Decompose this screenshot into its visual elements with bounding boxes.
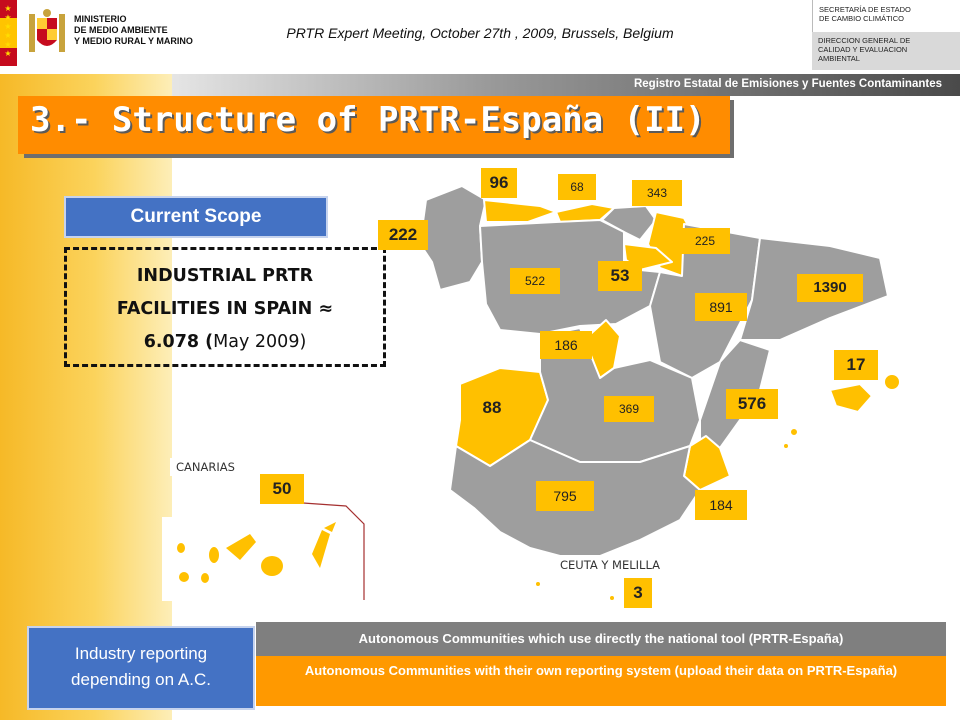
slide-title: 3.- Structure of PRTR-España (II)	[18, 96, 730, 154]
registry-name: Registro Estatal de Emisiones y Fuentes …	[633, 78, 942, 90]
ministry-line-2: DE MEDIO AMBIENTE	[74, 25, 168, 35]
legend-own-system: Autonomous Communities with their own re…	[256, 656, 946, 706]
label-madrid: 186	[540, 331, 592, 359]
label-canarias: 50	[260, 474, 304, 504]
facilities-total: 6.078 (	[143, 332, 214, 352]
label-ceuta-melilla: 3	[624, 578, 652, 608]
ministry-name: MINISTERIO DE MEDIO AMBIENTE Y MEDIO RUR…	[74, 14, 193, 47]
industry-reporting-line-2: depending on A.C.	[71, 670, 211, 689]
facilities-line-1: INDUSTRIAL PRTR	[136, 266, 314, 286]
industry-reporting-line-1: Industry reporting	[74, 644, 208, 663]
region-baleares	[829, 383, 873, 413]
industry-reporting-label: Industry reporting depending on A.C.	[27, 626, 255, 710]
label-la-rioja: 53	[598, 261, 642, 291]
label-galicia: 222	[378, 220, 428, 250]
label-valencia: 576	[726, 389, 778, 419]
direccion-box: DIRECCION GENERAL DE CALIDAD Y EVALUACIO…	[812, 32, 960, 70]
header-background	[0, 0, 960, 74]
region-galicia	[419, 185, 487, 291]
current-scope-label: Current Scope	[64, 196, 328, 238]
facilities-line-2: FACILITIES IN SPAIN ≈	[116, 299, 334, 319]
label-aragon: 891	[695, 293, 747, 321]
region-asturias	[483, 199, 557, 223]
registry-bar: Registro Estatal de Emisiones y Fuentes …	[172, 74, 960, 96]
ministry-line-3: Y MEDIO RURAL Y MARINO	[74, 36, 193, 46]
direccion-line-2: CALIDAD Y EVALUACION	[818, 45, 908, 54]
label-castilla-la-mancha: 369	[604, 396, 654, 422]
label-cantabria: 68	[558, 174, 596, 200]
region-castilla-la-mancha	[529, 327, 701, 463]
facilities-date: May 2009)	[213, 332, 307, 352]
label-castilla-leon: 522	[510, 268, 560, 294]
label-navarra: 225	[680, 228, 730, 254]
label-cataluna: 1390	[797, 274, 863, 302]
secretaria-box: SECRETARÍA DE ESTADO DE CAMBIO CLIMÁTICO	[812, 0, 960, 32]
meeting-subtitle: PRTR Expert Meeting, October 27th , 2009…	[286, 25, 674, 41]
label-andalucia: 795	[536, 481, 594, 511]
legend-national-tool: Autonomous Communities which use directl…	[256, 622, 946, 656]
eu-spain-flag-icon: ★ ★ ★ ★ ★ ★	[0, 0, 17, 66]
label-extremadura: 88	[472, 393, 512, 423]
label-asturias: 96	[481, 168, 517, 198]
ministry-line-1: MINISTERIO	[74, 14, 127, 24]
label-murcia: 184	[695, 490, 747, 520]
ceuta-melilla-label: CEUTA Y MELILLA	[556, 557, 664, 573]
coat-of-arms-icon	[29, 9, 65, 52]
direccion-line-1: DIRECCION GENERAL DE	[818, 36, 911, 45]
canarias-inset	[162, 499, 365, 601]
label-pais-vasco: 343	[632, 180, 682, 206]
direccion-line-3: AMBIENTAL	[818, 54, 860, 63]
label-baleares: 17	[834, 350, 878, 380]
facilities-line-3: 6.078 (May 2009)	[67, 326, 383, 359]
secretaria-line-2: DE CAMBIO CLIMÁTICO	[819, 14, 905, 23]
secretaria-line-1: SECRETARÍA DE ESTADO	[819, 5, 911, 14]
facilities-box: INDUSTRIAL PRTR FACILITIES IN SPAIN ≈ 6.…	[64, 247, 386, 367]
canarias-label: CANARIAS	[170, 458, 241, 476]
